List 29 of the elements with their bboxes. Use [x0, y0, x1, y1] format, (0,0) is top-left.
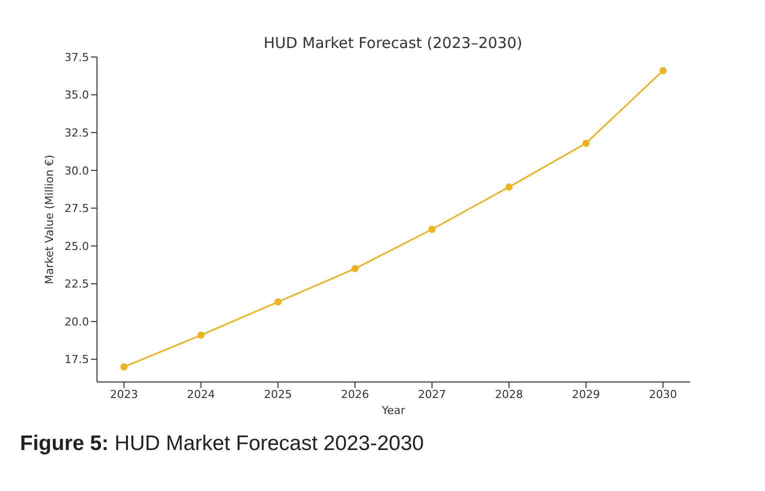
point [428, 226, 436, 233]
x-tick-label: 2027 [418, 388, 446, 401]
y-tick-label: 35.0 [64, 88, 89, 102]
point [582, 140, 590, 147]
chart-title: HUD Market Forecast (2023–2030) [262, 34, 524, 52]
y-axis-title: Market Value (Million €) [42, 154, 56, 284]
x-tick-label: 2026 [340, 388, 369, 401]
x-tick-label: 2030 [649, 388, 678, 401]
x-tick-label: 2023 [110, 388, 138, 401]
y-tick-label: 20.0 [64, 315, 89, 328]
point [274, 298, 282, 306]
x-tick-label: 2025 [264, 388, 292, 401]
y-tick-label: 27.5 [64, 202, 89, 216]
y-tick-label: 25.0 [64, 240, 89, 253]
y-tick-label: 22.5 [64, 278, 89, 291]
y-tick-label: 30.0 [64, 164, 89, 178]
x-tick-label: 2029 [572, 388, 600, 401]
y-tick-label: 32.5 [64, 126, 89, 140]
x-tick-label: 2024 [186, 388, 215, 401]
caption: Figure 5: HUD Market Forecast 2023-2030 [20, 432, 424, 455]
point [659, 67, 667, 74]
point [197, 332, 205, 339]
y-tick-label: 17.5 [64, 353, 89, 366]
y-tick-label: 37.5 [64, 50, 89, 64]
point [505, 183, 513, 191]
point [351, 265, 359, 272]
x-tick-label: 2028 [495, 388, 524, 401]
point [120, 363, 128, 370]
x-axis-title: Year [380, 404, 406, 417]
